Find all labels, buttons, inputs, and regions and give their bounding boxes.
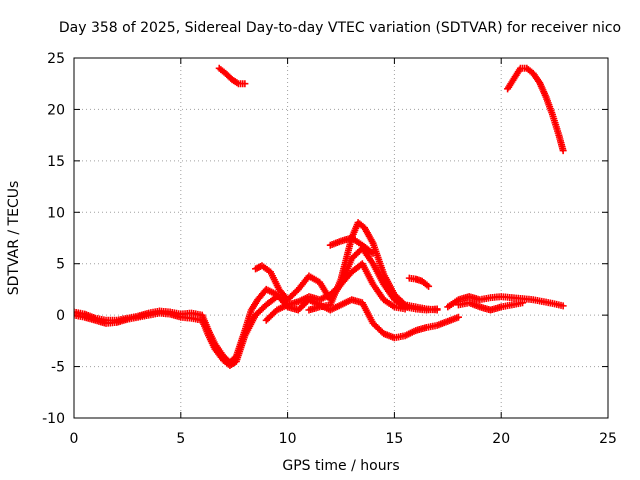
x-tick-label: 5 <box>176 431 185 447</box>
data-point <box>273 293 281 301</box>
series-arc-top-left <box>215 64 249 88</box>
y-tick-label: 0 <box>56 308 65 324</box>
y-tick-label: -5 <box>51 360 65 376</box>
data-point <box>369 249 377 257</box>
x-axis-label: GPS time / hours <box>282 458 399 474</box>
axis-ticks: 0 5 10 15 20 25 -10 -5 0 5 10 15 20 25 <box>42 51 617 447</box>
data-point <box>559 302 567 310</box>
plot-frame <box>73 57 609 419</box>
series-arc-low-main <box>74 285 462 366</box>
x-tick-label: 20 <box>492 431 510 447</box>
y-tick-label: 20 <box>47 102 65 118</box>
y-tick-label: 5 <box>56 257 65 273</box>
chart-title: Day 358 of 2025, Sidereal Day-to-day VTE… <box>59 20 621 36</box>
series-arc-d <box>326 234 377 257</box>
y-tick-label: 15 <box>47 154 65 170</box>
y-tick-label: -10 <box>42 411 65 427</box>
y-tick-label: 25 <box>47 51 65 67</box>
data-point <box>241 80 249 88</box>
data-point <box>433 306 441 314</box>
grid <box>74 58 608 418</box>
series-arc-top-right <box>504 64 567 155</box>
data-point <box>519 299 527 307</box>
x-tick-label: 10 <box>279 431 297 447</box>
y-axis-label: SDTVAR / TECUs <box>6 181 22 296</box>
x-tick-label: 15 <box>385 431 403 447</box>
data-point <box>271 294 279 302</box>
series-arc-g <box>454 299 527 314</box>
series-arc-b <box>262 260 409 324</box>
data-point <box>454 313 462 321</box>
x-tick-label: 0 <box>70 431 79 447</box>
series-arc-e <box>405 274 433 290</box>
series-arc-low-band <box>74 293 281 370</box>
series-arc-c <box>305 219 441 314</box>
data-point <box>368 248 376 256</box>
data-point <box>400 299 408 307</box>
x-tick-label: 25 <box>599 431 617 447</box>
data-point <box>425 282 433 290</box>
data-points <box>74 64 567 370</box>
data-point <box>559 147 567 155</box>
y-tick-label: 10 <box>47 205 65 221</box>
